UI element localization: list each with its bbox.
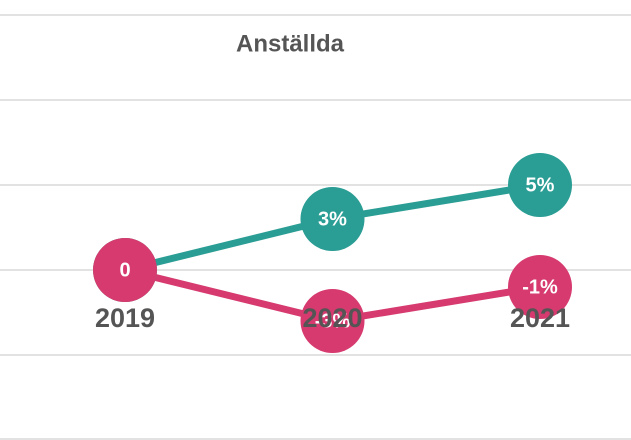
point [300, 187, 365, 251]
data-label: 5% [526, 174, 555, 196]
x-tick-label: 2020 [302, 303, 362, 333]
data-label: 3% [318, 208, 347, 230]
x-tick-label: 2021 [510, 303, 570, 333]
point [508, 255, 572, 319]
chart-title: Anställda [236, 30, 345, 57]
data-label: -1% [522, 276, 558, 298]
data-label: -3% [315, 310, 351, 332]
point [508, 153, 572, 217]
point [93, 238, 157, 302]
data-label: 0 [119, 259, 130, 281]
x-tick-label: 2019 [95, 303, 155, 333]
point [300, 289, 365, 353]
